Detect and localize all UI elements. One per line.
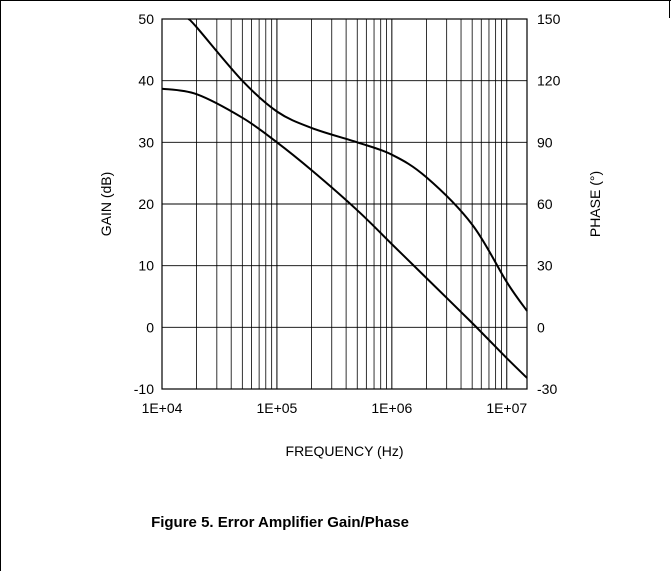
y2-tick-label: 90 bbox=[537, 134, 553, 150]
y-tick-label: 20 bbox=[138, 196, 154, 212]
y2-tick-label: 120 bbox=[537, 73, 561, 89]
x-axis-label: FREQUENCY (Hz) bbox=[286, 443, 404, 459]
y2-tick-label: 150 bbox=[537, 11, 561, 27]
y-tick-label: 30 bbox=[138, 134, 154, 150]
y2-tick-label: 0 bbox=[537, 319, 545, 335]
y2-tick-label: -30 bbox=[537, 381, 557, 397]
y-tick-label: -10 bbox=[134, 381, 154, 397]
page-frame-right bbox=[669, 0, 670, 18]
page-frame-left bbox=[0, 0, 1, 571]
x-tick-label: 1E+06 bbox=[371, 400, 412, 416]
y-axis-label: GAIN (dB) bbox=[98, 172, 114, 237]
y2-tick-labels: -30 0 30 60 90 120 150 bbox=[537, 11, 561, 397]
grid bbox=[162, 19, 527, 389]
figure-caption: Figure 5. Error Amplifier Gain/Phase bbox=[151, 514, 409, 531]
y-tick-label: 0 bbox=[146, 319, 154, 335]
x-tick-label: 1E+05 bbox=[256, 400, 297, 416]
x-tick-labels: 1E+04 1E+05 1E+06 1E+07 bbox=[142, 400, 528, 416]
y2-tick-label: 60 bbox=[537, 196, 553, 212]
page-frame-top bbox=[0, 0, 671, 1]
x-tick-label: 1E+07 bbox=[486, 400, 527, 416]
y2-tick-label: 30 bbox=[537, 258, 553, 274]
series-layer bbox=[161, 18, 528, 379]
phase-series-line bbox=[187, 18, 528, 312]
y-tick-label: 10 bbox=[138, 258, 154, 274]
y-tick-label: 50 bbox=[138, 11, 154, 27]
plot-area-border bbox=[161, 18, 528, 390]
gain-series-line bbox=[161, 87, 528, 379]
y2-axis-label: PHASE (°) bbox=[587, 171, 603, 237]
x-tick-label: 1E+04 bbox=[142, 400, 183, 416]
y-tick-label: 40 bbox=[138, 73, 154, 89]
y-tick-labels: -10 0 10 20 30 40 50 bbox=[134, 11, 154, 397]
